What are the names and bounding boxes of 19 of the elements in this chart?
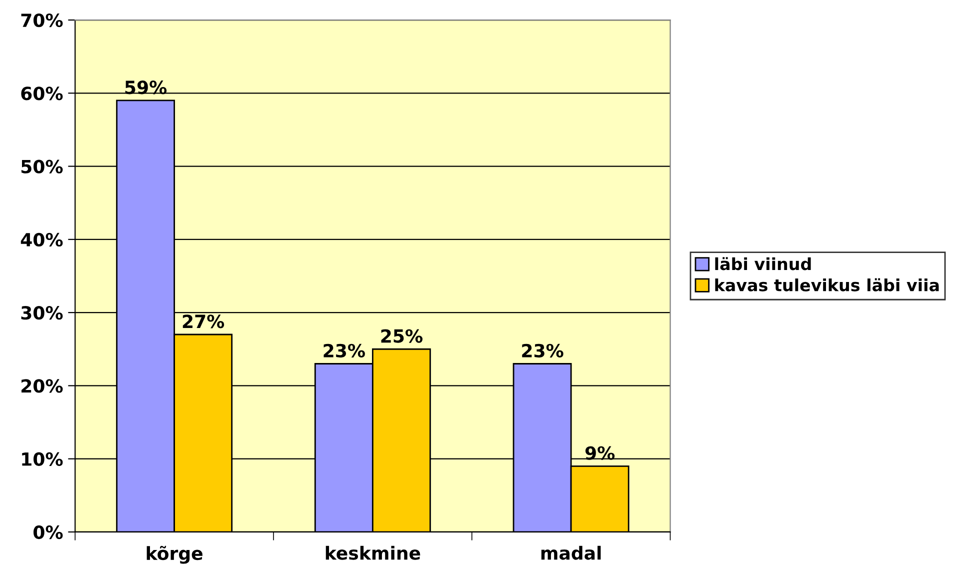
- y-tick-label: 10%: [22, 452, 63, 466]
- legend-label: kavas tulevikus läbi viia: [715, 278, 939, 292]
- data-label: 9%: [585, 446, 615, 460]
- y-tick-label: 40%: [20, 232, 63, 247]
- legend-label: läbi viinud: [715, 257, 811, 270]
- y-tick-label: 0%: [34, 525, 63, 540]
- y-tick-label: 20%: [22, 379, 63, 393]
- data-label: 23%: [324, 344, 365, 358]
- data-label: 23%: [522, 344, 564, 358]
- y-tick-label: 60%: [21, 86, 63, 100]
- x-tick-label: keskmine: [326, 546, 420, 560]
- data-label: 59%: [125, 80, 167, 94]
- data-label: 27%: [182, 314, 224, 328]
- y-tick-label: 70%: [21, 13, 63, 28]
- data-label: 25%: [381, 329, 422, 343]
- y-tick-label: 30%: [21, 306, 63, 320]
- x-tick-label: kõrge: [146, 546, 202, 564]
- y-tick-label: 50%: [21, 160, 63, 174]
- x-tick-label: madal: [541, 546, 601, 560]
